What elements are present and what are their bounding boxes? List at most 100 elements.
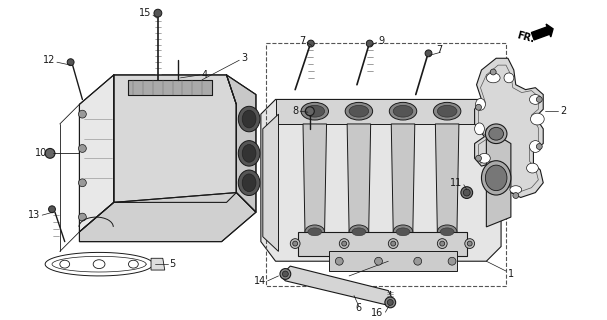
Text: 5: 5	[170, 259, 176, 269]
Ellipse shape	[465, 239, 475, 248]
Ellipse shape	[526, 163, 538, 173]
Text: FR.: FR.	[515, 30, 535, 45]
Ellipse shape	[307, 40, 314, 47]
Ellipse shape	[78, 145, 86, 152]
Ellipse shape	[280, 268, 291, 279]
Text: 4: 4	[202, 70, 208, 80]
Ellipse shape	[345, 102, 373, 120]
Ellipse shape	[305, 105, 325, 117]
Ellipse shape	[437, 105, 457, 117]
Ellipse shape	[529, 140, 541, 152]
Ellipse shape	[475, 155, 481, 161]
Ellipse shape	[93, 260, 105, 268]
Ellipse shape	[440, 241, 445, 246]
Ellipse shape	[513, 193, 519, 198]
Ellipse shape	[475, 99, 486, 110]
Ellipse shape	[308, 228, 322, 236]
Ellipse shape	[389, 102, 417, 120]
Polygon shape	[226, 75, 256, 212]
Ellipse shape	[239, 170, 260, 196]
Ellipse shape	[486, 165, 507, 191]
Ellipse shape	[393, 225, 413, 239]
Ellipse shape	[388, 239, 398, 248]
Ellipse shape	[352, 228, 366, 236]
Ellipse shape	[437, 239, 447, 248]
Polygon shape	[531, 24, 553, 40]
Polygon shape	[303, 124, 327, 232]
Ellipse shape	[242, 145, 256, 162]
Ellipse shape	[391, 241, 396, 246]
Polygon shape	[347, 124, 371, 232]
Ellipse shape	[504, 73, 514, 83]
Ellipse shape	[437, 225, 457, 239]
Ellipse shape	[510, 186, 521, 194]
Ellipse shape	[78, 179, 86, 187]
Ellipse shape	[290, 239, 300, 248]
Ellipse shape	[385, 297, 396, 308]
Ellipse shape	[537, 144, 542, 149]
Polygon shape	[330, 252, 457, 271]
Ellipse shape	[481, 161, 511, 195]
Ellipse shape	[349, 105, 368, 117]
Text: 14: 14	[254, 276, 266, 286]
Ellipse shape	[239, 140, 260, 166]
Ellipse shape	[486, 124, 507, 144]
Ellipse shape	[414, 257, 422, 265]
Ellipse shape	[293, 241, 297, 246]
Ellipse shape	[425, 50, 432, 57]
Ellipse shape	[448, 257, 456, 265]
Polygon shape	[261, 100, 501, 261]
Ellipse shape	[242, 174, 256, 192]
Ellipse shape	[60, 260, 70, 268]
Text: 3: 3	[241, 53, 248, 63]
Ellipse shape	[49, 206, 55, 213]
Ellipse shape	[282, 271, 288, 277]
Polygon shape	[80, 193, 256, 242]
Ellipse shape	[342, 241, 347, 246]
Text: 15: 15	[138, 8, 151, 18]
Polygon shape	[486, 129, 511, 227]
Ellipse shape	[475, 123, 484, 135]
Ellipse shape	[335, 257, 343, 265]
Text: 2: 2	[560, 106, 566, 116]
Ellipse shape	[433, 102, 461, 120]
Text: 10: 10	[35, 148, 47, 158]
Polygon shape	[276, 100, 486, 124]
Ellipse shape	[463, 189, 470, 196]
Ellipse shape	[45, 148, 55, 158]
Text: 13: 13	[28, 210, 40, 220]
Ellipse shape	[531, 113, 544, 125]
Ellipse shape	[305, 107, 314, 116]
Ellipse shape	[396, 228, 410, 236]
Ellipse shape	[239, 106, 260, 132]
Polygon shape	[298, 232, 467, 256]
Polygon shape	[392, 124, 415, 232]
Polygon shape	[280, 266, 393, 305]
Text: 8: 8	[292, 106, 298, 116]
Text: 1: 1	[508, 269, 514, 279]
Ellipse shape	[478, 153, 490, 163]
Ellipse shape	[154, 9, 162, 17]
Polygon shape	[80, 75, 114, 232]
Ellipse shape	[467, 241, 472, 246]
Ellipse shape	[78, 213, 86, 221]
Ellipse shape	[537, 97, 542, 102]
Ellipse shape	[305, 225, 325, 239]
Text: 16: 16	[371, 308, 384, 318]
Text: 11: 11	[450, 178, 462, 188]
Ellipse shape	[242, 110, 256, 128]
Ellipse shape	[529, 94, 541, 104]
Text: 7: 7	[299, 36, 305, 46]
Text: 7: 7	[436, 45, 443, 55]
Polygon shape	[263, 114, 279, 252]
Polygon shape	[435, 124, 459, 232]
Polygon shape	[475, 58, 543, 197]
Ellipse shape	[393, 105, 413, 117]
Text: 9: 9	[379, 36, 385, 46]
Polygon shape	[129, 80, 212, 94]
Ellipse shape	[67, 59, 74, 66]
Ellipse shape	[461, 187, 473, 198]
Ellipse shape	[78, 110, 86, 118]
Ellipse shape	[440, 228, 454, 236]
Text: 12: 12	[42, 55, 55, 65]
